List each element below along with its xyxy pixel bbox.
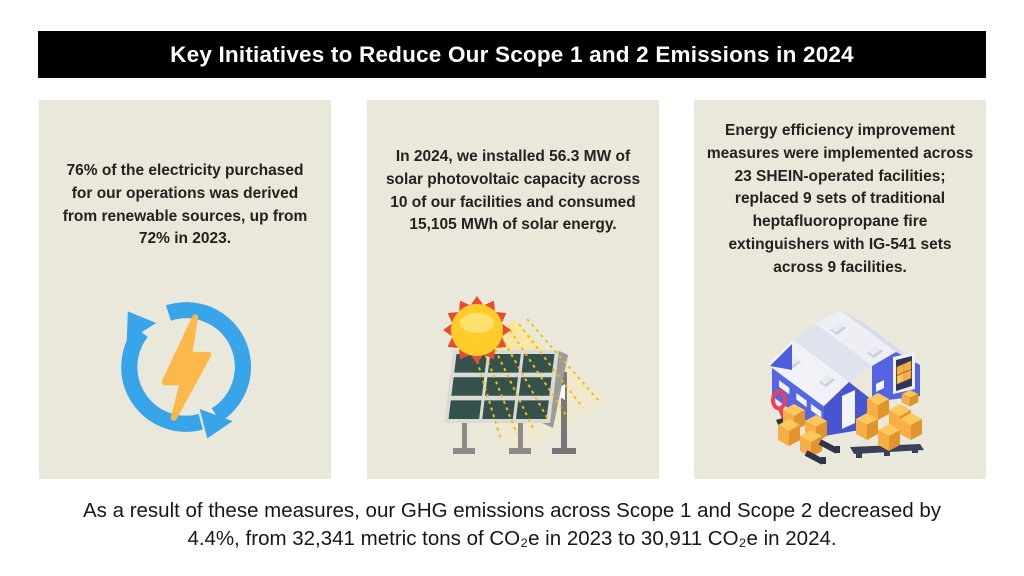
card-energy-efficiency: Energy efficiency improvement measures w… [694, 100, 986, 479]
header-bar: Key Initiatives to Reduce Our Scope 1 an… [38, 31, 986, 78]
pallet-jack [771, 389, 840, 465]
warehouse-icon [736, 296, 986, 483]
card-renewable-electricity-text: 76% of the electricity purchased for our… [62, 162, 308, 248]
summary-line-2: 4.4%, from 32,341 metric tons of CO₂e in… [187, 527, 837, 551]
summary-line-1: As a result of these measures, our GHG e… [82, 499, 942, 522]
energy-recycle-icon [105, 286, 267, 453]
page-title: Key Initiatives to Reduce Our Scope 1 an… [170, 41, 854, 67]
solar-panel-icon [425, 288, 615, 467]
card-energy-efficiency-text: Energy efficiency improvement measures w… [706, 122, 974, 276]
card-renewable-electricity: 76% of the electricity purchased for our… [39, 100, 331, 479]
card-solar-photovoltaic-text: In 2024, we installed 56.3 MW of solar p… [385, 148, 641, 234]
card-solar-photovoltaic: In 2024, we installed 56.3 MW of solar p… [367, 100, 659, 479]
summary-text: As a result of these measures, our GHG e… [0, 497, 1024, 554]
